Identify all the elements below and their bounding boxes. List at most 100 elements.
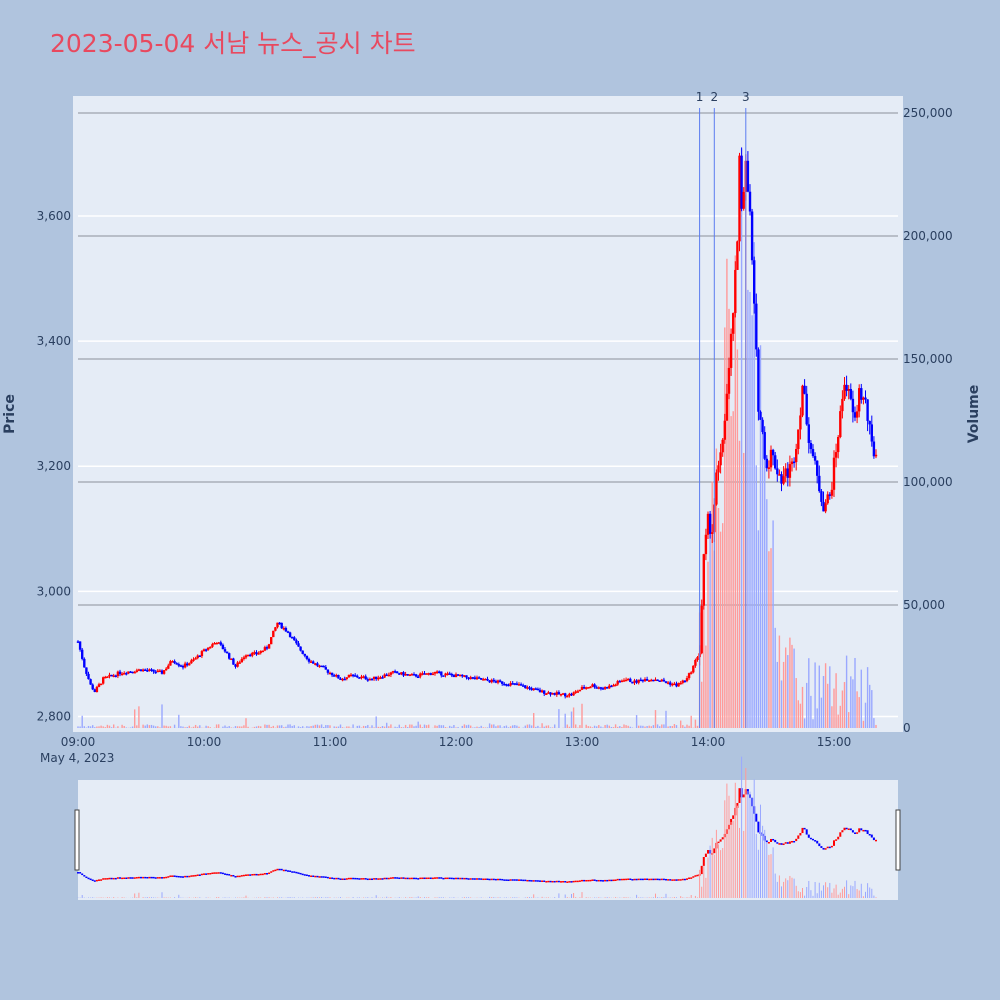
mini-candle <box>702 856 705 866</box>
volume-bar <box>293 725 295 728</box>
volume-bar <box>671 726 673 728</box>
mini-candle <box>551 880 554 883</box>
mini-candle <box>620 878 623 881</box>
candle-body <box>654 679 657 682</box>
mini-candle <box>169 875 172 877</box>
candle-body <box>406 674 409 676</box>
mini-candle <box>830 845 833 848</box>
mini-volume-bar <box>724 800 726 898</box>
volume-bar <box>835 673 837 728</box>
y-tick-label: 3,600 <box>37 209 71 223</box>
candle-body <box>463 675 466 677</box>
mini-candle <box>152 876 155 879</box>
mini-candle <box>331 877 334 879</box>
candle-body <box>616 681 619 685</box>
candle-body <box>734 269 737 314</box>
mini-candle <box>161 877 163 879</box>
volume-bar <box>129 727 132 728</box>
candle-body <box>366 679 369 681</box>
mini-candle <box>795 838 798 842</box>
volume-bar <box>341 727 344 728</box>
candle-body <box>606 687 609 689</box>
volume-bar <box>646 726 648 728</box>
mini-candle <box>184 875 187 878</box>
mini-volume-bar <box>642 897 644 898</box>
mini-candle <box>150 876 153 879</box>
mini-candle <box>589 879 592 882</box>
volume-bar <box>161 704 163 728</box>
mini-candle <box>669 879 672 881</box>
mini-volume-bar <box>778 875 780 898</box>
candle-body <box>574 691 577 693</box>
mini-candle <box>767 842 770 844</box>
candle-body <box>603 687 607 689</box>
mini-candle <box>146 876 149 879</box>
volume-bar <box>766 499 768 728</box>
candle-body <box>708 513 712 534</box>
volume-bar <box>526 724 529 728</box>
mini-candle <box>425 877 428 880</box>
mini-candle <box>618 878 621 881</box>
candle-body <box>433 672 437 674</box>
candle-body <box>335 674 338 677</box>
volume-bar <box>799 703 802 728</box>
mini-volume-bar <box>216 897 218 898</box>
candle-body <box>133 671 136 674</box>
mini-volume-bar <box>835 884 837 898</box>
main-plot-area[interactable] <box>73 96 903 732</box>
candle-body <box>721 439 724 453</box>
candle-body <box>291 637 294 639</box>
candle-body <box>139 669 143 672</box>
mini-candle <box>200 873 203 876</box>
candle-body <box>629 678 632 682</box>
volume-bar <box>444 727 447 728</box>
mini-candle <box>350 877 352 880</box>
candle-body <box>811 449 815 457</box>
mini-candle <box>431 877 434 880</box>
mini-candle <box>784 842 787 844</box>
mini-volume-bar <box>871 888 873 898</box>
volume-bar <box>425 725 428 728</box>
mini-volume-bar <box>438 897 440 898</box>
candle-body <box>125 673 128 675</box>
mini-volume-bar <box>823 885 824 898</box>
candle-body <box>259 651 262 654</box>
candle-body <box>377 677 380 680</box>
candle-body <box>417 676 420 679</box>
volume-bar <box>858 697 860 728</box>
mini-volume-bar <box>411 897 413 898</box>
mini-volume-bar <box>218 897 220 898</box>
mini-candle <box>870 834 873 838</box>
candle-body <box>230 658 233 661</box>
volume-bar <box>640 725 642 728</box>
range-slider-left-handle[interactable] <box>74 809 80 871</box>
mini-candle <box>637 878 640 881</box>
candle-body <box>610 685 613 688</box>
candle-body <box>440 671 443 676</box>
volume-bar <box>182 726 184 728</box>
candle-body <box>515 683 519 685</box>
candle-body <box>484 678 487 681</box>
mini-candle <box>780 843 783 845</box>
mini-candle <box>228 874 231 876</box>
range-slider-right-handle[interactable] <box>895 809 901 871</box>
mini-volume-bar <box>499 897 501 898</box>
volume-bar <box>740 148 743 728</box>
volume-bar <box>230 727 232 728</box>
mini-candle <box>236 875 239 878</box>
candle-body <box>467 677 470 680</box>
candle-body <box>158 670 162 673</box>
mini-volume-bar <box>757 849 759 898</box>
mini-volume-bar <box>205 897 207 898</box>
candle-body <box>246 654 250 657</box>
volume-bar <box>283 727 285 728</box>
mini-candle <box>335 877 338 880</box>
candle-body <box>318 665 321 668</box>
volume-bar <box>661 724 663 728</box>
mini-volume-bar <box>856 889 858 898</box>
candle-body <box>807 424 810 443</box>
mini-candle <box>707 850 709 854</box>
candle-body <box>349 674 353 677</box>
volume-bar <box>648 725 650 728</box>
candle-body <box>580 686 584 690</box>
